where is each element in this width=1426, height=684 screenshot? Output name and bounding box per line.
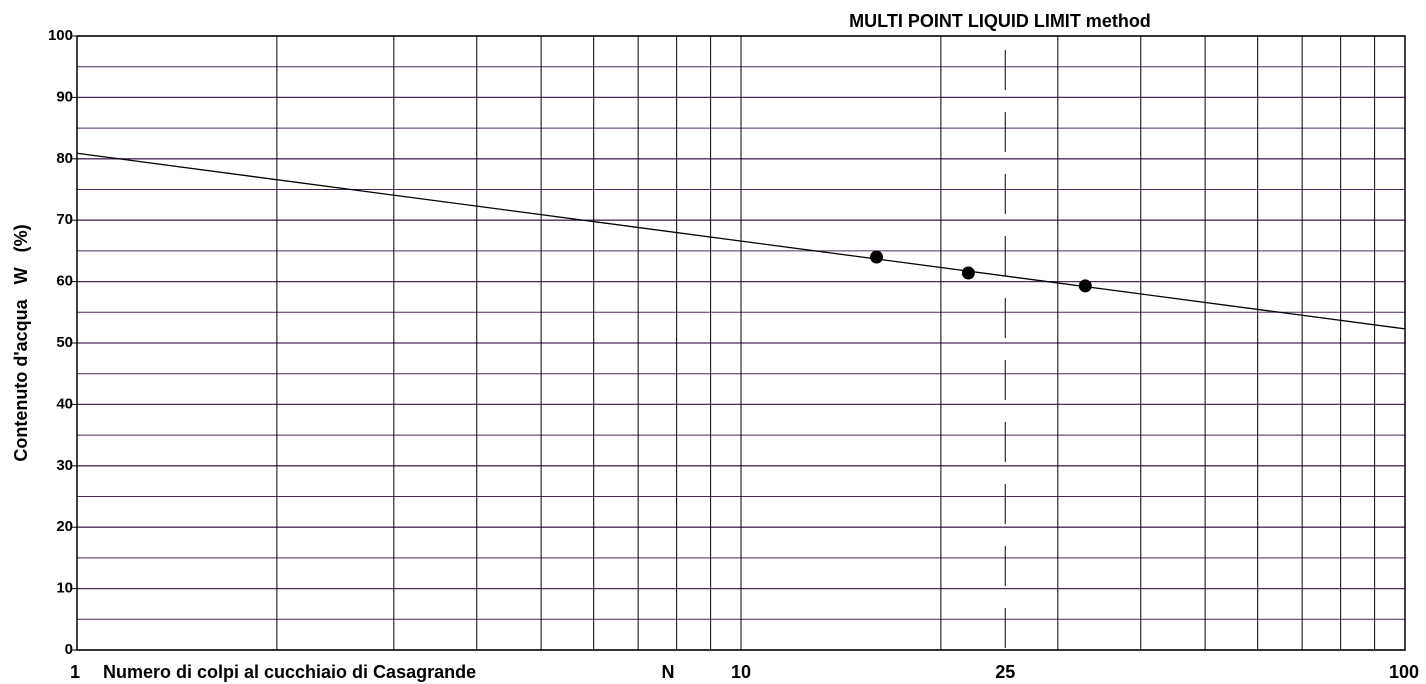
y-tick-label: 10 [56, 580, 73, 597]
fit-line [76, 152, 1406, 330]
y-tick-label: 80 [56, 150, 73, 167]
y-tick-label: 50 [56, 334, 73, 351]
y-tick-label: 90 [56, 88, 73, 105]
y-tick-label: 100 [48, 27, 73, 44]
data-point [1078, 279, 1092, 293]
x-tick-label: 1 [70, 662, 80, 682]
data-point [870, 250, 884, 264]
y-axis-label: Contenuto d'acqua W (%) [11, 224, 31, 461]
y-tick-label: 40 [56, 395, 73, 412]
x-tick-label: 10 [731, 662, 751, 682]
x-axis-label: Numero di colpi al cucchiaio di Casagran… [103, 662, 476, 682]
x-axis-symbol: N [662, 662, 675, 682]
y-tick-label: 70 [56, 211, 73, 228]
y-tick-label: 20 [56, 518, 73, 535]
x-tick-label: 25 [995, 662, 1015, 682]
y-tick-label: 60 [56, 273, 73, 290]
y-tick-label: 30 [56, 457, 73, 474]
chart-title: MULTI POINT LIQUID LIMIT method [849, 11, 1151, 31]
data-point [961, 266, 975, 280]
y-tick-label: 0 [65, 641, 73, 658]
x-tick-label: 100 [1389, 662, 1419, 682]
